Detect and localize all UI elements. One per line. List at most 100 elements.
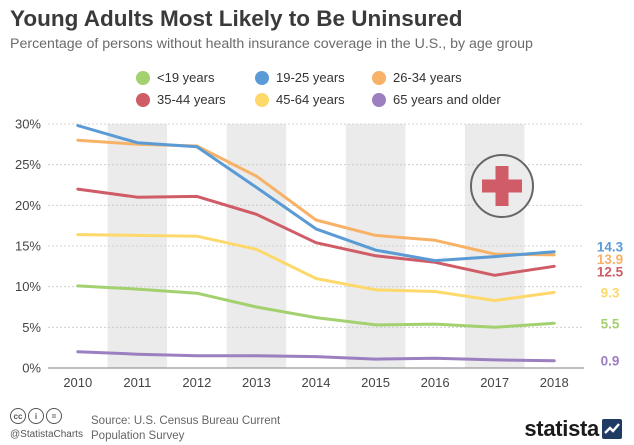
legend-item[interactable]: 65 years and older (372, 92, 501, 107)
data-point (255, 213, 257, 215)
statista-mark-icon (602, 419, 622, 439)
data-point (77, 285, 79, 287)
statista-logo[interactable]: statista (524, 416, 622, 442)
no-derivatives-icon[interactable]: = (46, 408, 62, 424)
data-point (255, 355, 257, 357)
legend-swatch (136, 92, 150, 107)
y-tick-label: 25% (15, 157, 41, 172)
attribution-icon[interactable]: i (28, 408, 44, 424)
series-line (76, 350, 556, 363)
data-label: 12.5 (597, 264, 624, 279)
data-point (374, 324, 376, 326)
data-label: 9.3 (601, 285, 620, 300)
x-tick-label: 2016 (421, 375, 450, 390)
data-point (315, 316, 317, 318)
column-band (345, 124, 406, 368)
legend-swatch (255, 92, 269, 107)
data-point (136, 288, 138, 290)
data-point (315, 219, 317, 221)
data-point (374, 289, 376, 291)
series-line (76, 284, 556, 329)
legend-label: 19-25 years (276, 70, 345, 85)
twitter-handle[interactable]: @StatistaCharts (10, 429, 83, 440)
data-point (493, 274, 495, 276)
data-point (374, 249, 376, 251)
chart-legend: <19 years 19-25 years 26-34 years 35-44 yea… (0, 64, 634, 112)
y-tick-label: 10% (15, 279, 41, 294)
data-point (315, 228, 317, 230)
data-point (493, 255, 495, 257)
data-point (553, 291, 555, 293)
data-point (196, 146, 198, 148)
data-point (255, 175, 257, 177)
legend-item[interactable]: 35-44 years (136, 92, 226, 107)
cross-vertical-bar (495, 166, 509, 206)
data-point (493, 253, 495, 255)
y-tick-label: 0% (22, 361, 41, 376)
series-line (76, 124, 556, 263)
data-label: 0.9 (601, 354, 620, 369)
legend-label: 65 years and older (393, 92, 501, 107)
footer: cc i = @StatistaCharts Source: U.S. Cens… (0, 400, 634, 445)
legend-swatch (372, 70, 386, 85)
data-label: 13.9 (597, 252, 623, 267)
data-point (196, 235, 198, 237)
data-point (434, 357, 436, 359)
data-label: 5.5 (601, 316, 620, 331)
legend-label: 45-64 years (276, 92, 345, 107)
data-point (196, 292, 198, 294)
x-tick-label: 2011 (123, 375, 151, 390)
legend-item[interactable]: 45-64 years (255, 92, 345, 107)
data-point (493, 299, 495, 301)
y-tick-label: 20% (15, 198, 41, 213)
data-point (315, 355, 317, 357)
license-icons: cc i = (10, 408, 62, 424)
data-label: 14.3 (597, 240, 624, 255)
chart-title: Young Adults Most Likely to Be Uninsured (10, 6, 463, 31)
x-tick-label: 2017 (480, 375, 509, 390)
data-point (315, 277, 317, 279)
data-point (553, 359, 555, 361)
legend-label: <19 years (157, 70, 215, 85)
data-point (77, 351, 79, 353)
data-point (553, 250, 555, 252)
data-point (136, 196, 138, 198)
y-tick-label: 15% (15, 239, 41, 254)
data-point (434, 323, 436, 325)
series-line (76, 233, 556, 302)
data-point (77, 188, 79, 190)
data-point (434, 259, 436, 261)
legend-item[interactable]: 19-25 years (255, 70, 345, 85)
x-tick-label: 2015 (361, 375, 390, 390)
data-point (136, 353, 138, 355)
data-point (136, 142, 138, 144)
creative-commons-icon[interactable]: cc (10, 408, 26, 424)
line-chart: 0% 5% 10% 15% 20% 25% 30% 2010 2011 2012 2013 2014 2… (15, 117, 624, 391)
series-line (76, 187, 556, 277)
chart-subtitle: Percentage of persons without health ins… (10, 36, 533, 52)
data-point (374, 358, 376, 360)
data-point (196, 195, 198, 197)
legend-swatch (255, 70, 269, 85)
x-tick-label: 2013 (242, 375, 271, 390)
y-tick-label: 30% (15, 117, 41, 132)
source-note: Source: U.S. Census Bureau Current Popul… (91, 415, 281, 442)
data-point (434, 290, 436, 292)
data-point (196, 355, 198, 357)
data-point (493, 359, 495, 361)
data-point (77, 139, 79, 141)
legend-label: 35-44 years (157, 92, 226, 107)
legend-swatch (136, 70, 150, 85)
data-point (374, 255, 376, 257)
data-point (553, 254, 555, 256)
legend-item[interactable]: <19 years (136, 70, 214, 85)
data-point (553, 322, 555, 324)
legend-item[interactable]: 26-34 years (372, 70, 462, 85)
data-point (315, 242, 317, 244)
data-point (255, 248, 257, 250)
x-tick-label: 2012 (182, 375, 211, 390)
data-point (434, 239, 436, 241)
x-tick-label: 2018 (540, 375, 569, 390)
data-point (374, 234, 376, 236)
data-point (77, 124, 79, 126)
